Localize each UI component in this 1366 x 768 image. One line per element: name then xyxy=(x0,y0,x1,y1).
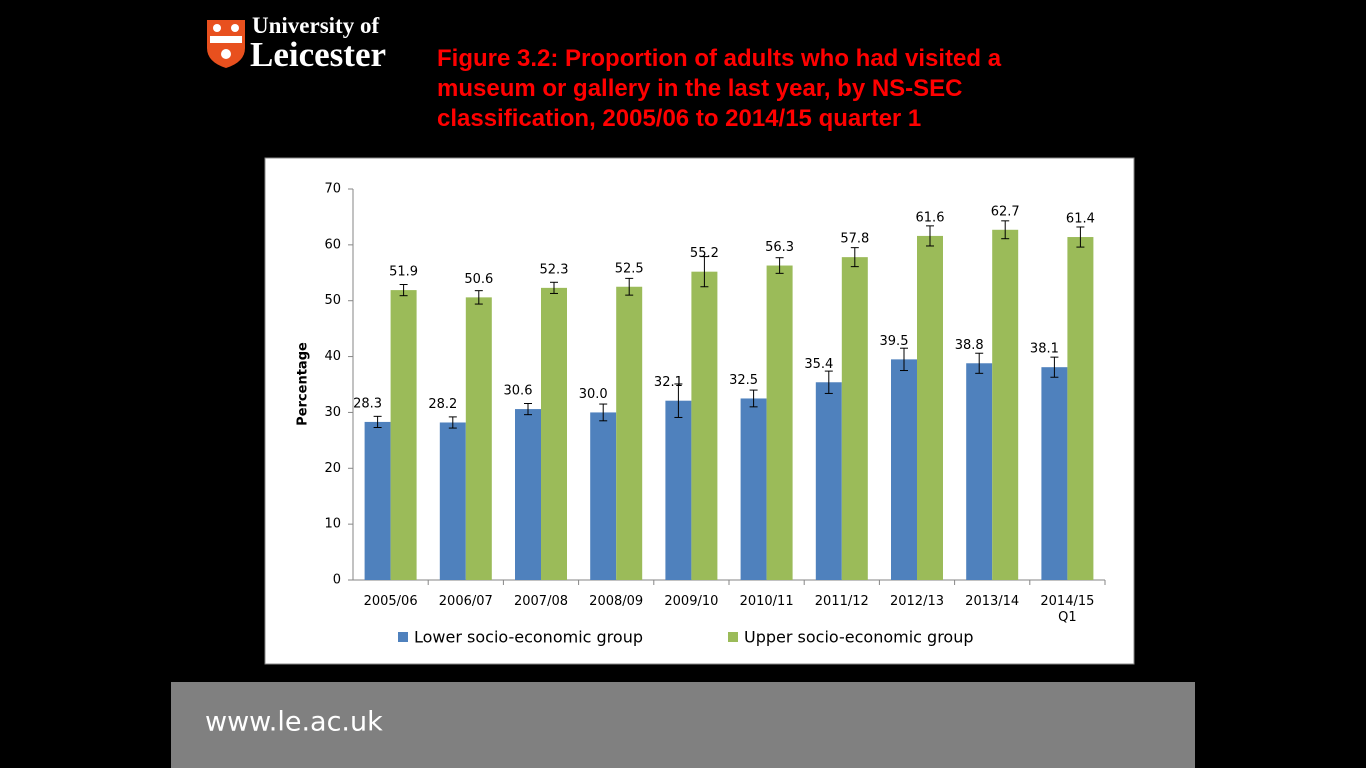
bar xyxy=(590,412,617,580)
error-bar xyxy=(975,352,984,374)
error-bar xyxy=(926,225,934,247)
error-bar xyxy=(448,416,457,429)
data-label: 30.0 xyxy=(579,387,608,402)
data-label: 28.3 xyxy=(353,396,382,411)
bar xyxy=(390,290,417,580)
error-bar xyxy=(674,383,683,418)
error-bar xyxy=(749,389,758,408)
error-bar xyxy=(1076,226,1085,248)
error-bar xyxy=(399,284,408,297)
logo-line1: University of xyxy=(252,13,379,38)
data-label: 61.4 xyxy=(1066,212,1095,227)
x-tick-label: 2009/10 xyxy=(664,594,719,609)
bar xyxy=(966,363,993,580)
data-label: 62.7 xyxy=(991,204,1020,219)
logo-shield xyxy=(207,20,245,68)
data-label: 57.8 xyxy=(840,232,869,247)
x-tick-label: 2007/08 xyxy=(513,594,568,609)
bar xyxy=(465,297,492,580)
error-bar xyxy=(700,256,709,288)
error-bar xyxy=(625,277,634,296)
footer-bar xyxy=(171,682,1195,768)
y-tick-label: 10 xyxy=(324,517,341,532)
data-label: 39.5 xyxy=(880,334,909,349)
legend-label: Upper socio-economic group xyxy=(744,628,974,647)
error-bar xyxy=(524,402,532,416)
error-bar xyxy=(1001,220,1010,240)
legend-swatch xyxy=(728,632,738,642)
bar xyxy=(917,235,943,581)
data-label: 32.1 xyxy=(654,375,683,390)
bar xyxy=(364,421,391,580)
x-tick-label: 2013/14 xyxy=(965,594,1020,609)
x-tick-label: 2010/11 xyxy=(739,594,794,609)
bar xyxy=(515,409,541,580)
data-label: 52.5 xyxy=(615,261,644,276)
bar xyxy=(815,382,842,580)
error-bar xyxy=(599,403,608,422)
bar xyxy=(541,287,567,580)
data-label: 55.2 xyxy=(690,246,719,261)
error-bar xyxy=(824,370,833,394)
data-label: 51.9 xyxy=(389,265,418,280)
bar xyxy=(766,265,793,580)
x-tick-label: 2012/13 xyxy=(889,594,944,609)
bar xyxy=(439,422,466,580)
legend-label: Lower socio-economic group xyxy=(414,628,643,647)
error-bar xyxy=(1050,356,1059,378)
y-tick-label: 70 xyxy=(324,182,341,197)
bar xyxy=(1041,367,1068,580)
chart-title: Figure 3.2: Proportion of adults who had… xyxy=(437,45,1002,132)
bar xyxy=(616,286,643,580)
data-label: 56.3 xyxy=(765,240,794,255)
bar xyxy=(691,271,718,580)
x-tick-label: 2005/06 xyxy=(363,594,418,609)
data-label: 38.8 xyxy=(955,338,984,353)
y-axis-title: Percentage xyxy=(296,342,311,426)
y-tick-label: 40 xyxy=(324,349,341,364)
y-tick-label: 50 xyxy=(324,293,341,308)
data-label: 32.5 xyxy=(729,373,758,388)
bar xyxy=(841,257,868,580)
y-tick-label: 60 xyxy=(324,237,341,252)
data-label: 30.6 xyxy=(504,384,533,399)
y-tick-label: 30 xyxy=(324,405,341,420)
bar xyxy=(665,400,692,580)
bar xyxy=(740,398,767,580)
bar xyxy=(1067,237,1094,580)
error-bar xyxy=(474,290,483,305)
x-tick-label: 2006/07 xyxy=(438,594,493,609)
error-bar xyxy=(373,415,382,429)
data-label: 61.6 xyxy=(916,210,945,225)
data-label: 50.6 xyxy=(464,272,493,287)
bar xyxy=(992,229,1019,581)
logo-line2: Leicester xyxy=(250,35,386,74)
y-tick-label: 20 xyxy=(324,461,341,476)
error-bar xyxy=(775,257,784,274)
x-tick-label: 2011/12 xyxy=(814,594,869,609)
x-tick-label: 2008/09 xyxy=(589,594,644,609)
error-bar xyxy=(900,347,908,372)
data-label: 35.4 xyxy=(804,357,833,372)
bar xyxy=(891,359,917,580)
footer-url: www.le.ac.uk xyxy=(205,707,383,738)
x-tick-label: 2014/15 Q1 xyxy=(1040,594,1095,625)
error-bar xyxy=(850,247,859,268)
data-label: 38.1 xyxy=(1030,342,1059,357)
error-bar xyxy=(550,281,558,294)
y-tick-label: 0 xyxy=(333,573,341,588)
legend-swatch xyxy=(398,632,408,642)
data-label: 28.2 xyxy=(428,397,457,412)
data-label: 52.3 xyxy=(540,262,569,277)
